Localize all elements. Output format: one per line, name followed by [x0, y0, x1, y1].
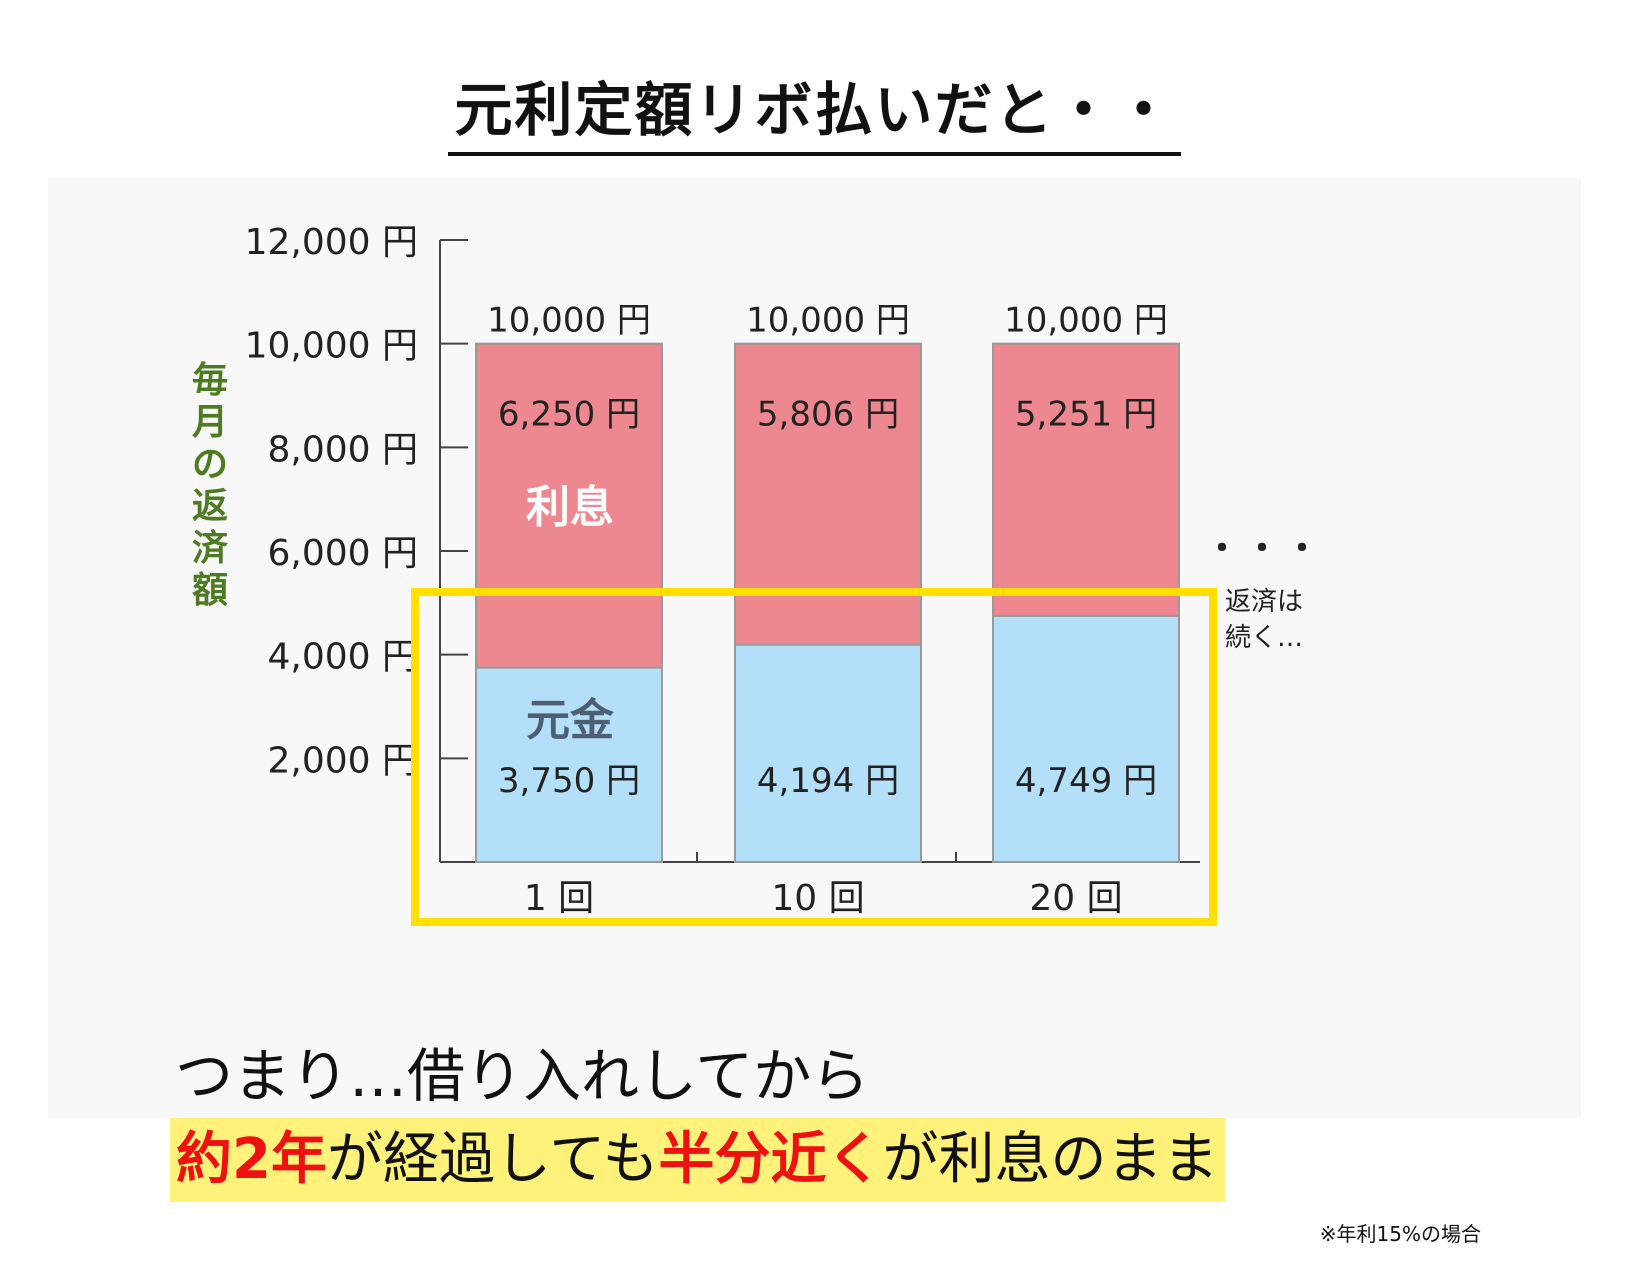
- caption-part-2: 半分近く: [658, 1127, 883, 1192]
- x-category-label-1: 10 回: [771, 878, 864, 919]
- bar-interest-0: [475, 342, 663, 669]
- bar-principal-0: [475, 666, 663, 863]
- y-axis-label-char-1: 月: [192, 402, 228, 443]
- bar-principal-1: [734, 643, 922, 864]
- stacked-bar-chart: 2,000 円 4,000 円 6,000 円 8,000 円 10,000 円 12,0…: [192, 222, 1325, 926]
- x-category-label-0: 1 回: [524, 878, 594, 919]
- interest-value-label-0: 6,250 円: [498, 395, 640, 435]
- y-axis-label-char-4: 済: [192, 528, 228, 569]
- y-axis-label-char-0: 毎: [192, 360, 228, 401]
- series-name-principal: 元金: [526, 695, 615, 746]
- y-axis-label-char-5: 額: [192, 570, 228, 611]
- y-axis-label-char-3: 返: [192, 486, 228, 527]
- interest-value-label-1: 5,806 円: [757, 395, 899, 435]
- caption-part-3: が利息のまま: [882, 1127, 1219, 1192]
- principal-value-label-2: 4,749 円: [1015, 761, 1157, 801]
- y-tick-label-0: 2,000 円: [267, 740, 418, 781]
- caption-part-0: 約2年: [176, 1127, 327, 1192]
- continuation-note-line-0: 返済は: [1225, 587, 1303, 617]
- page-title: 元利定額リボ払いだと・・: [0, 72, 1629, 156]
- caption-line-1: つまり…借り入れしてから: [175, 1042, 870, 1110]
- bar-total-label-2: 10,000 円: [1004, 301, 1168, 341]
- caption-part-1: が経過しても: [326, 1127, 659, 1192]
- principal-value-label-1: 4,194 円: [757, 761, 899, 801]
- continuation-note-line-1: 続く…: [1225, 623, 1303, 653]
- y-tick-label-5: 12,000 円: [245, 222, 418, 263]
- y-tick-label-2: 6,000 円: [267, 533, 418, 574]
- x-category-label-2: 20 回: [1029, 878, 1122, 919]
- bar-total-label-1: 10,000 円: [746, 301, 910, 341]
- y-tick-label-3: 8,000 円: [267, 429, 418, 470]
- bar-interest-2: [992, 342, 1180, 617]
- page-title-text: 元利定額リボ払いだと・・: [448, 72, 1181, 156]
- highlight-box: [411, 588, 1217, 926]
- caption-line-2: 約2年が経過しても半分近くが利息のまま: [170, 1118, 1225, 1202]
- bar-principal-2: [992, 614, 1180, 863]
- bar-total-label-0: 10,000 円: [487, 301, 651, 341]
- footnote: ※年利15%の場合: [1319, 1222, 1481, 1246]
- principal-value-label-0: 3,750 円: [498, 761, 640, 801]
- interest-value-label-2: 5,251 円: [1015, 395, 1157, 435]
- y-axis-label-char-2: の: [192, 444, 228, 485]
- bar-interest-1: [734, 342, 922, 646]
- y-tick-label-1: 4,000 円: [267, 637, 418, 678]
- continuation-dots: ・・・: [1205, 529, 1325, 569]
- y-tick-label-4: 10,000 円: [245, 326, 418, 367]
- series-name-interest: 利息: [526, 482, 614, 533]
